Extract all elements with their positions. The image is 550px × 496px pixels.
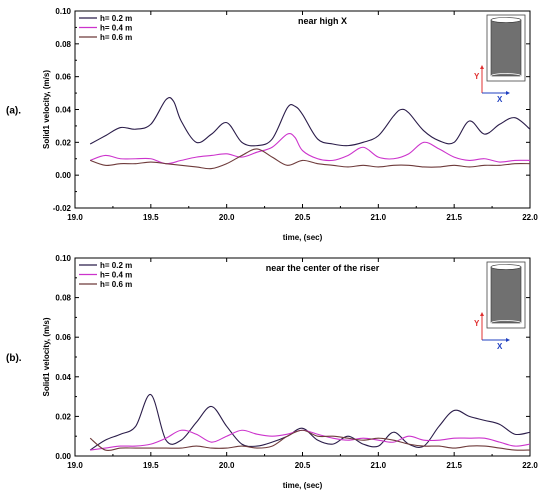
- panel-label: (a).: [6, 106, 21, 117]
- chart-panel-a: 19.0 19.5 20.0 20.5 21.0 21.5 22.0 -0.02 0.00 0.0…: [6, 7, 538, 242]
- x-tick-label: 19.5: [143, 213, 159, 222]
- inset-y-label: Y: [474, 72, 480, 81]
- legend-label: h= 0.4 m: [100, 271, 132, 280]
- y-tick-label: 0.06: [55, 73, 71, 82]
- y-axis-title: Solid1 velocity, (m/s): [42, 317, 51, 396]
- x-tick-label: 19.0: [67, 213, 83, 222]
- legend-label: h= 0.6 m: [100, 33, 132, 42]
- riser-inset: YX: [474, 14, 526, 104]
- x-axis-title: time, (sec): [283, 481, 323, 490]
- x-tick-label: 21.0: [371, 213, 387, 222]
- y-arrow-head: [480, 312, 484, 316]
- series-line-2: [89, 133, 530, 165]
- inset-x-label: X: [497, 95, 503, 104]
- riser-top-ellipse: [490, 264, 522, 270]
- x-tick-label: 20.0: [219, 213, 235, 222]
- y-tick-label: 0.10: [55, 7, 71, 16]
- legend-label: h= 0.2 m: [100, 261, 132, 270]
- plot-frame: [74, 10, 531, 209]
- x-arrow-head: [506, 338, 510, 342]
- riser-cylinder: [490, 266, 522, 324]
- chart-panel-b: 19.0 19.5 20.0 20.5 21.0 21.5 22.0 0.00 0.02 0.04…: [6, 254, 538, 490]
- panel-title: near the center of the riser: [266, 263, 380, 273]
- y-axis-title: Solid1 velocity, (m/s): [42, 70, 51, 149]
- x-tick-label: 22.0: [522, 461, 538, 470]
- inset-x-label: X: [497, 342, 503, 351]
- y-tick-label: 0.00: [55, 171, 71, 180]
- series-line-3: [89, 429, 530, 452]
- y-tick-label: 0.08: [55, 294, 71, 303]
- y-tick-label: 0.02: [55, 412, 71, 421]
- legend-label: h= 0.4 m: [100, 24, 132, 33]
- y-tick-label: -0.02: [53, 204, 72, 213]
- x-tick-label: 21.5: [446, 461, 462, 470]
- series-line-2: [90, 429, 530, 451]
- x-tick-label: 19.5: [143, 461, 159, 470]
- x-arrow-head: [506, 91, 510, 95]
- x-tick-label: 21.0: [371, 461, 387, 470]
- panel-title: near high X: [298, 16, 347, 26]
- riser-bottom-ellipse: [490, 320, 522, 326]
- riser-inset: YX: [474, 261, 526, 351]
- legend-label: h= 0.6 m: [100, 280, 132, 289]
- y-tick-label: 0.04: [55, 373, 71, 382]
- y-tick-label: 0.04: [55, 106, 71, 115]
- y-tick-label: 0.08: [55, 40, 71, 49]
- y-tick-label: 0.02: [55, 138, 71, 147]
- legend-label: h= 0.2 m: [100, 14, 132, 23]
- panel-label: (b).: [6, 353, 22, 364]
- riser-bottom-ellipse: [490, 73, 522, 79]
- riser-cylinder: [490, 19, 522, 77]
- y-arrow-head: [480, 65, 484, 69]
- x-axis-title: time, (sec): [283, 233, 323, 242]
- series-line-1: [89, 97, 530, 147]
- riser-top-ellipse: [490, 17, 522, 23]
- inset-y-label: Y: [474, 319, 480, 328]
- y-tick-label: 0.06: [55, 333, 71, 342]
- x-tick-label: 21.5: [446, 213, 462, 222]
- y-tick-label: 0.10: [55, 254, 71, 263]
- plot-frame: [74, 257, 531, 457]
- x-tick-label: 19.0: [67, 461, 83, 470]
- series-line-3: [89, 148, 530, 170]
- x-tick-label: 20.5: [295, 213, 311, 222]
- y-tick-label: 0.00: [55, 452, 71, 461]
- x-tick-label: 20.5: [295, 461, 311, 470]
- series-line-1: [89, 394, 530, 451]
- x-tick-label: 20.0: [219, 461, 235, 470]
- x-tick-label: 22.0: [522, 213, 538, 222]
